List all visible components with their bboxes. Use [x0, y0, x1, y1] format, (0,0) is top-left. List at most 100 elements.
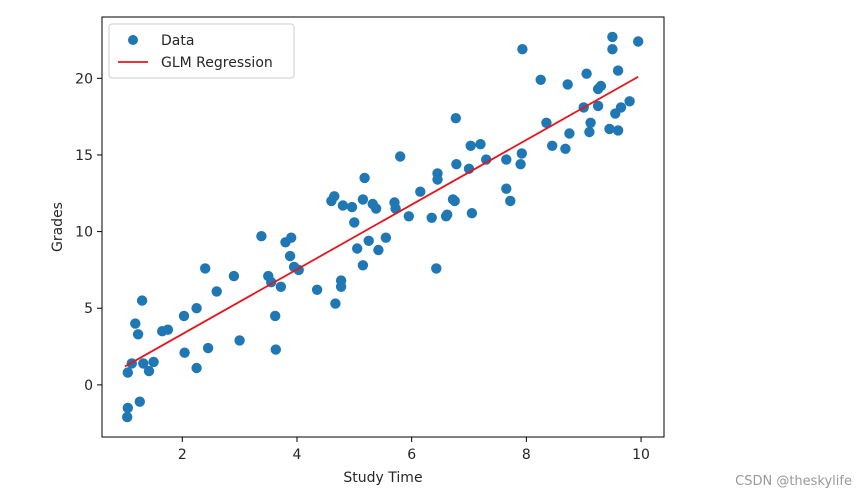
data-point — [202, 342, 214, 354]
data-point — [624, 96, 635, 107]
data-point — [335, 281, 347, 292]
axes: 2 4 6 8 10 0 5 10 15 20 Study Time Grades — [50, 16, 665, 486]
data-point — [426, 212, 437, 223]
data-point — [451, 159, 462, 170]
legend-frame — [108, 23, 295, 79]
data-point — [595, 80, 607, 92]
data-point — [592, 100, 604, 112]
data-point — [132, 329, 144, 340]
data-point — [234, 335, 245, 346]
plot-area — [122, 31, 644, 423]
data-point — [584, 126, 595, 138]
data-point — [517, 44, 528, 55]
data-point — [449, 195, 460, 207]
data-point — [148, 356, 159, 368]
data-point — [122, 367, 133, 378]
data-point — [380, 232, 392, 243]
data-point — [143, 365, 155, 377]
data-point — [607, 44, 618, 55]
data-point — [134, 396, 145, 407]
x-tick-label: 8 — [522, 447, 531, 463]
y-tick-label: 20 — [75, 71, 93, 87]
data-point — [330, 298, 341, 309]
data-point — [403, 211, 414, 222]
data-point — [275, 281, 287, 292]
data-point — [122, 402, 133, 414]
data-point — [604, 123, 615, 135]
x-tick-label: 2 — [178, 447, 187, 463]
data-point — [612, 125, 624, 136]
y-axis-label: Grades — [50, 202, 66, 252]
y-tick-label: 0 — [84, 378, 93, 394]
data-point — [431, 263, 442, 274]
legend: Data GLM Regression — [108, 23, 295, 79]
data-point — [516, 148, 527, 159]
data-point — [270, 310, 281, 322]
data-point — [465, 140, 476, 151]
data-point — [607, 31, 618, 43]
data-point — [357, 194, 369, 205]
x-tick-label: 6 — [407, 447, 416, 463]
data-point — [286, 232, 297, 243]
data-point — [357, 260, 369, 271]
data-point — [535, 74, 546, 86]
data-point — [311, 284, 323, 295]
data-point — [560, 143, 571, 154]
data-point — [270, 344, 281, 355]
data-point — [501, 183, 512, 194]
data-point — [581, 68, 592, 79]
legend-data-marker — [128, 35, 138, 45]
y-tick-label: 5 — [84, 301, 93, 317]
data-point — [370, 203, 382, 214]
y-tick-label: 10 — [75, 225, 93, 241]
regression-line — [124, 75, 639, 368]
data-point — [615, 102, 627, 113]
data-point — [329, 191, 340, 202]
data-point — [373, 244, 384, 256]
data-point — [501, 154, 512, 165]
x-tick-label: 10 — [632, 447, 650, 463]
y-tick-label: 15 — [75, 148, 93, 164]
x-tick-label: 4 — [293, 447, 302, 463]
data-point — [359, 172, 370, 184]
data-point — [415, 186, 426, 197]
legend-regression-label: GLM Regression — [161, 55, 273, 71]
x-axis-label: Study Time — [343, 470, 422, 486]
data-point — [562, 79, 573, 90]
data-point — [138, 358, 149, 369]
data-point — [352, 243, 363, 254]
data-point — [178, 310, 190, 322]
data-point — [337, 200, 349, 211]
data-point — [363, 235, 374, 246]
data-point — [390, 203, 401, 214]
data-point — [256, 231, 267, 242]
data-point — [481, 154, 492, 165]
legend-data-label: Data — [161, 33, 194, 49]
data-point — [228, 270, 240, 282]
data-point — [442, 209, 453, 220]
data-point — [136, 295, 148, 306]
watermark-text: CSDN @theskylife — [735, 474, 852, 489]
data-point — [346, 201, 358, 213]
data-point — [564, 128, 575, 139]
data-point — [191, 303, 202, 314]
data-point — [612, 65, 624, 76]
data-point — [450, 113, 461, 124]
data-point — [284, 250, 296, 262]
data-point — [200, 263, 211, 274]
data-point — [191, 362, 202, 374]
data-point — [515, 159, 526, 170]
data-point — [541, 117, 552, 128]
data-point — [585, 117, 596, 128]
data-point — [395, 151, 406, 162]
data-point — [349, 217, 360, 228]
data-point — [162, 324, 174, 335]
data-point — [475, 139, 486, 150]
data-point — [179, 347, 190, 358]
data-point — [466, 208, 478, 219]
data-point — [122, 411, 133, 423]
data-point — [211, 286, 222, 297]
data-point — [633, 36, 644, 47]
data-point — [130, 318, 141, 329]
